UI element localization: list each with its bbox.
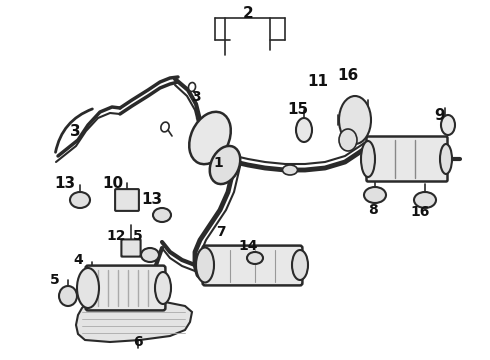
Ellipse shape	[339, 96, 371, 144]
Ellipse shape	[77, 268, 99, 308]
Text: 16: 16	[338, 68, 359, 82]
Polygon shape	[76, 300, 192, 342]
Text: 8: 8	[368, 203, 378, 217]
Ellipse shape	[196, 248, 214, 283]
Ellipse shape	[70, 192, 90, 208]
Ellipse shape	[292, 250, 308, 280]
Ellipse shape	[361, 141, 375, 177]
Text: 2: 2	[243, 6, 253, 22]
Ellipse shape	[414, 192, 436, 208]
Ellipse shape	[440, 144, 452, 174]
Text: 14: 14	[238, 239, 258, 253]
Ellipse shape	[189, 112, 231, 164]
Ellipse shape	[296, 118, 312, 142]
Text: 13: 13	[54, 175, 75, 190]
Text: 9: 9	[435, 108, 445, 122]
Ellipse shape	[161, 122, 169, 132]
Ellipse shape	[283, 165, 297, 175]
Ellipse shape	[210, 146, 240, 184]
Text: 12: 12	[106, 229, 126, 243]
Ellipse shape	[247, 252, 263, 264]
Text: 15: 15	[288, 103, 309, 117]
FancyBboxPatch shape	[115, 189, 139, 211]
Text: 7: 7	[216, 225, 226, 239]
Ellipse shape	[155, 272, 171, 304]
Ellipse shape	[153, 208, 171, 222]
Text: 16: 16	[410, 205, 430, 219]
Text: 4: 4	[73, 253, 83, 267]
Text: 1: 1	[213, 156, 223, 170]
Text: 3: 3	[70, 123, 80, 139]
Text: 11: 11	[308, 75, 328, 90]
Text: 13: 13	[142, 193, 163, 207]
FancyBboxPatch shape	[86, 266, 166, 310]
Ellipse shape	[364, 187, 386, 203]
FancyBboxPatch shape	[367, 136, 447, 181]
Text: 5: 5	[133, 229, 143, 243]
Text: 5: 5	[50, 273, 60, 287]
FancyBboxPatch shape	[122, 239, 141, 257]
Ellipse shape	[441, 115, 455, 135]
Text: 10: 10	[102, 175, 123, 190]
Ellipse shape	[59, 286, 77, 306]
FancyBboxPatch shape	[202, 246, 302, 285]
Text: 3: 3	[191, 90, 201, 104]
Ellipse shape	[189, 82, 196, 91]
Text: 6: 6	[133, 335, 143, 349]
Ellipse shape	[141, 248, 159, 262]
Ellipse shape	[339, 129, 357, 151]
